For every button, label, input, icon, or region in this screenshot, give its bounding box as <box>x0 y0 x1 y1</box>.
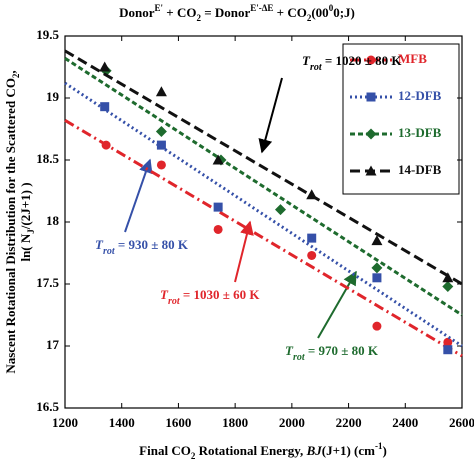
superscript: -1 <box>375 441 383 451</box>
y-tick-label: 19.5 <box>36 27 59 42</box>
marker <box>156 140 166 150</box>
marker <box>155 125 167 137</box>
fit-line <box>64 49 463 286</box>
annotation: Trot = 970 ± 80 K <box>285 343 379 363</box>
text-part: Final CO <box>139 443 191 458</box>
marker <box>101 140 111 150</box>
marker <box>442 280 454 292</box>
text-part: = 1020 ± 80 K <box>322 53 403 68</box>
text-part: + CO <box>273 5 306 20</box>
marker <box>213 202 223 212</box>
legend-label: MFB <box>398 51 427 66</box>
marker <box>443 337 453 347</box>
marker <box>100 102 110 112</box>
x-tick-label: 2200 <box>336 415 362 430</box>
marker <box>443 345 453 355</box>
marker <box>371 262 383 274</box>
subscript: 2 <box>11 73 21 78</box>
x-axis-label: Final CO2 Rotational Energy, BJ(J+1) (cm… <box>139 441 387 461</box>
legend-marker <box>365 128 377 140</box>
text-part: , <box>3 70 18 73</box>
text-part: 0;J) <box>333 5 355 20</box>
y-tick-label: 16.5 <box>36 399 59 414</box>
marker <box>371 235 383 246</box>
text-part: T <box>302 53 311 68</box>
arrow <box>234 220 254 283</box>
text-part: + CO <box>163 5 196 20</box>
y-tick-label: 17.5 <box>36 275 59 290</box>
text-part: /(2J+1) ) <box>18 182 33 230</box>
marker <box>156 160 166 170</box>
y-tick-label: 19 <box>46 89 60 104</box>
fit-line <box>64 81 463 348</box>
y-tick-label: 17 <box>46 337 60 352</box>
legend-label: 14-DFB <box>398 162 442 177</box>
marker <box>155 86 167 97</box>
y-tick-label: 18 <box>46 213 60 228</box>
x-tick-label: 1200 <box>52 415 78 430</box>
legend-marker <box>365 165 377 176</box>
legend-marker <box>366 92 376 102</box>
marker <box>372 321 382 331</box>
annotation: Trot = 1030 ± 60 K <box>160 287 260 307</box>
text-part: = Donor <box>201 5 251 20</box>
text-part: Nascent Rotational Distribution for the … <box>3 78 18 374</box>
text-part: Rotational Energy, <box>195 443 306 458</box>
fit-line <box>64 57 463 317</box>
subscript: rot <box>103 246 116 257</box>
marker <box>307 233 317 243</box>
x-tick-label: 2000 <box>279 415 305 430</box>
text-part: BJ <box>306 443 323 458</box>
arrow <box>258 77 283 154</box>
x-tick-label: 1800 <box>222 415 248 430</box>
arrow <box>317 270 357 339</box>
text-part: T <box>160 287 169 302</box>
y-axis-label: ln( NJ/(2J+1) ) <box>18 182 36 261</box>
subscript: J <box>26 229 36 234</box>
subscript: 2 <box>196 13 201 23</box>
text-part: T <box>285 343 294 358</box>
x-tick-label: 1600 <box>165 415 191 430</box>
text-part: = 930 ± 80 K <box>115 237 189 252</box>
x-tick-label: 2600 <box>449 415 474 430</box>
subscript: rot <box>168 296 181 307</box>
y-axis-label: Nascent Rotational Distribution for the … <box>3 70 21 373</box>
marker <box>212 154 224 165</box>
legend-marker <box>366 55 376 65</box>
text-part: (J+1) (cm <box>322 443 375 458</box>
marker <box>442 272 454 283</box>
text-part: (00 <box>311 5 328 20</box>
legend-label: 12-DFB <box>398 88 442 103</box>
legend-box <box>342 43 460 195</box>
y-tick-label: 18.5 <box>36 151 59 166</box>
marker <box>99 61 111 72</box>
x-tick-label: 1400 <box>109 415 135 430</box>
marker <box>213 224 223 234</box>
superscript: E'-ΔE <box>250 3 273 13</box>
subscript: rot <box>293 352 306 363</box>
legend-label: 13-DFB <box>398 125 442 140</box>
x-tick-label: 2400 <box>392 415 418 430</box>
subscript: 2 <box>191 451 196 461</box>
subscript: 2 <box>307 13 312 23</box>
superscript: 0 <box>329 3 334 13</box>
marker <box>307 250 317 260</box>
chart-title: DonorE' + CO2 = DonorE'-ΔE + CO2(0000;J) <box>119 3 355 23</box>
fit-line <box>64 119 463 358</box>
text-part: T <box>95 237 104 252</box>
text-part: ln( N <box>18 233 33 261</box>
subscript: rot <box>310 62 323 73</box>
arrow <box>124 158 153 233</box>
marker <box>372 273 382 283</box>
annotation: Trot = 930 ± 80 K <box>95 237 189 257</box>
text-part: = 970 ± 80 K <box>305 343 379 358</box>
marker <box>306 189 318 200</box>
text-part: Donor <box>119 5 155 20</box>
annotation: Trot = 1020 ± 80 K <box>302 53 402 73</box>
marker <box>275 204 287 216</box>
superscript: E' <box>155 3 164 13</box>
text-part: ) <box>382 443 386 458</box>
text-part: = 1030 ± 60 K <box>180 287 261 302</box>
